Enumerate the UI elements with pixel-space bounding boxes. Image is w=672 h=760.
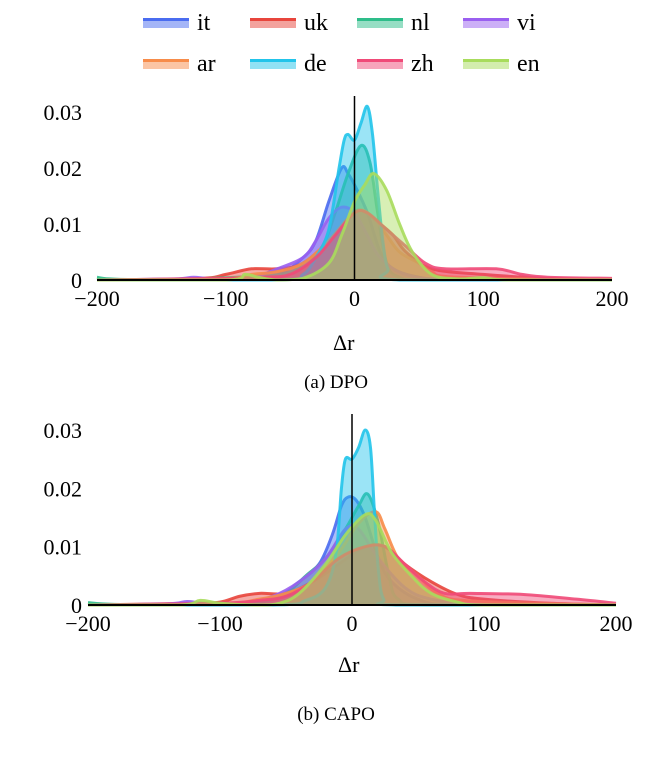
- y-tick-label: 0.03: [44, 100, 83, 125]
- y-tick-label: 0.02: [44, 476, 83, 501]
- legend-label: nl: [411, 10, 430, 36]
- x-tick-label: 0: [349, 286, 360, 311]
- x-tick-label: −200: [65, 611, 110, 636]
- x-tick-label: −100: [203, 286, 248, 311]
- plot-capo: −200 −100 0 100 200 0 0.01 0.02 0.03: [44, 414, 633, 636]
- y-tick-label: 0.02: [44, 156, 83, 181]
- caption-dpo: (a) DPO: [304, 372, 368, 393]
- legend-swatch: [250, 18, 296, 28]
- legend-label: en: [517, 51, 540, 77]
- legend-swatch: [357, 59, 403, 69]
- x-axis-label-capo: Δr: [338, 652, 360, 677]
- legend-label: vi: [517, 10, 536, 36]
- legend-label: it: [197, 10, 211, 36]
- legend-swatch: [463, 18, 509, 28]
- legend-item-vi: vi: [463, 10, 536, 36]
- y-tick-label: 0.03: [44, 418, 83, 443]
- x-tick-label: −100: [197, 611, 242, 636]
- y-tick-label: 0.01: [44, 212, 83, 237]
- x-tick-label: 200: [596, 286, 629, 311]
- x-axis-label-dpo: Δr: [333, 330, 355, 355]
- legend-item-ar: ar: [143, 51, 216, 77]
- legend-item-de: de: [250, 51, 327, 77]
- line-zh: [87, 543, 617, 607]
- y-tick-label: 0.01: [44, 535, 83, 560]
- legend-swatch: [143, 18, 189, 28]
- line-zh: [96, 208, 613, 282]
- legend-label: de: [304, 51, 327, 77]
- line-en: [97, 172, 612, 282]
- legend-swatch: [357, 18, 403, 28]
- caption-capo: (b) CAPO: [297, 704, 375, 725]
- line-en: [88, 512, 617, 607]
- x-tick-label: 100: [467, 286, 500, 311]
- legend-swatch: [250, 59, 296, 69]
- x-tick-label: −200: [74, 286, 119, 311]
- x-tick-label: 100: [468, 611, 501, 636]
- legend-label: zh: [411, 51, 434, 77]
- legend-item-it: it: [143, 10, 211, 36]
- legend-item-en: en: [463, 51, 540, 77]
- legend-item-zh: zh: [357, 51, 434, 77]
- x-tick-label: 0: [347, 611, 358, 636]
- line-uk: [87, 542, 617, 607]
- legend-item-nl: nl: [357, 10, 430, 36]
- legend-label: uk: [304, 10, 328, 36]
- legend-item-uk: uk: [250, 10, 328, 36]
- plot-dpo: −200 −100 0 100 200 0 0.01 0.02 0.03: [44, 96, 629, 311]
- legend-swatch: [463, 59, 509, 69]
- x-tick-label: 200: [600, 611, 633, 636]
- legend-swatch: [143, 59, 189, 69]
- y-tick-label: 0: [71, 268, 82, 293]
- legend-label: ar: [197, 51, 216, 77]
- y-tick-label: 0: [71, 593, 82, 618]
- line-vi: [87, 524, 617, 607]
- line-de: [88, 428, 617, 607]
